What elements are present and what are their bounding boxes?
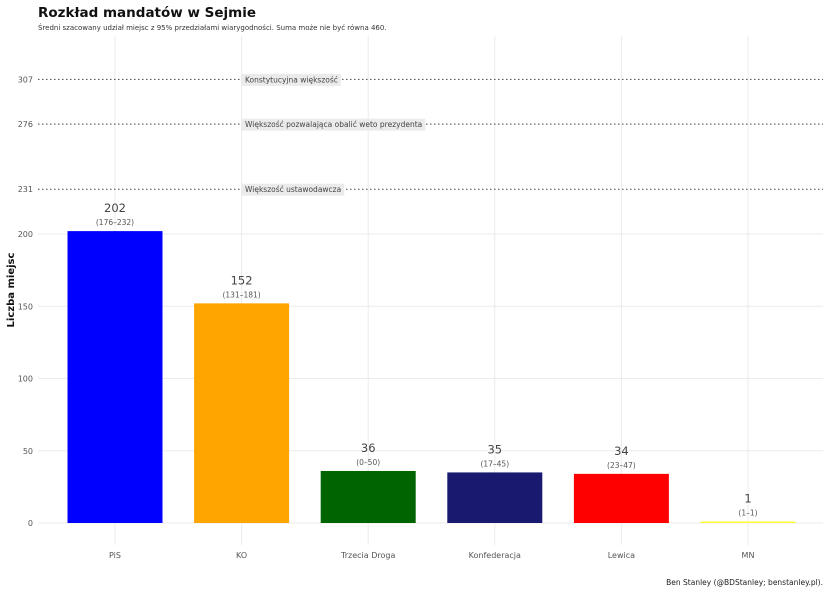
bar-value-label: 34 [614,444,629,458]
chart-subtitle: Średni szacowany udział miejsc z 95% prz… [38,23,387,32]
reference-label-background [242,183,345,196]
bar-interval-label: (1–1) [738,509,757,518]
bar-value-label: 35 [487,442,502,456]
y-tick-label: 307 [18,75,33,84]
x-tick-label: MN [742,551,755,560]
bar-value-label: 1 [744,492,751,506]
y-axis-label: Liczba miejsc [6,252,17,327]
y-tick-label: 100 [18,375,33,384]
chart-title: Rozkład mandatów w Sejmie [38,5,256,21]
bar-value-label: 202 [104,201,126,215]
x-tick-label: KO [236,551,247,560]
y-tick-label: 231 [18,185,33,194]
x-tick-label: PiS [109,551,121,560]
bar-value-label: 152 [231,273,253,287]
reference-label: Większość pozwalająca obalić weto prezyd… [245,120,422,129]
bar-trzecia-droga [320,470,416,523]
y-tick-label: 150 [18,302,33,311]
bar-ko [194,303,290,523]
bar-interval-label: (17–45) [480,459,509,468]
y-tick-label: 276 [18,120,33,129]
x-tick-label: Lewica [608,551,635,560]
bar-value-label: 36 [361,441,376,455]
bar-interval-label: (131–181) [222,290,260,299]
x-tick-label: Konfederacja [469,551,521,560]
chart-caption: Ben Stanley (@BDStanley; benstanley.pl). [666,578,823,587]
reference-label-background [242,118,426,131]
bar-mn [700,521,796,523]
y-tick-label: 0 [28,519,33,528]
bar-interval-label: (23–47) [607,461,636,470]
bar-konfederacja [447,472,543,523]
reference-label-background [242,73,341,86]
bar-interval-label: (0–50) [356,458,380,467]
x-tick-label: Trzecia Droga [340,551,395,560]
bar-pis [67,231,163,524]
bar-interval-label: (176–232) [96,218,134,227]
reference-label: Konstytucyjna większość [245,75,338,84]
bar-lewica [573,473,669,523]
y-tick-label: 50 [23,447,33,456]
reference-label: Większość ustawodawcza [245,185,341,194]
y-tick-label: 200 [18,230,33,239]
